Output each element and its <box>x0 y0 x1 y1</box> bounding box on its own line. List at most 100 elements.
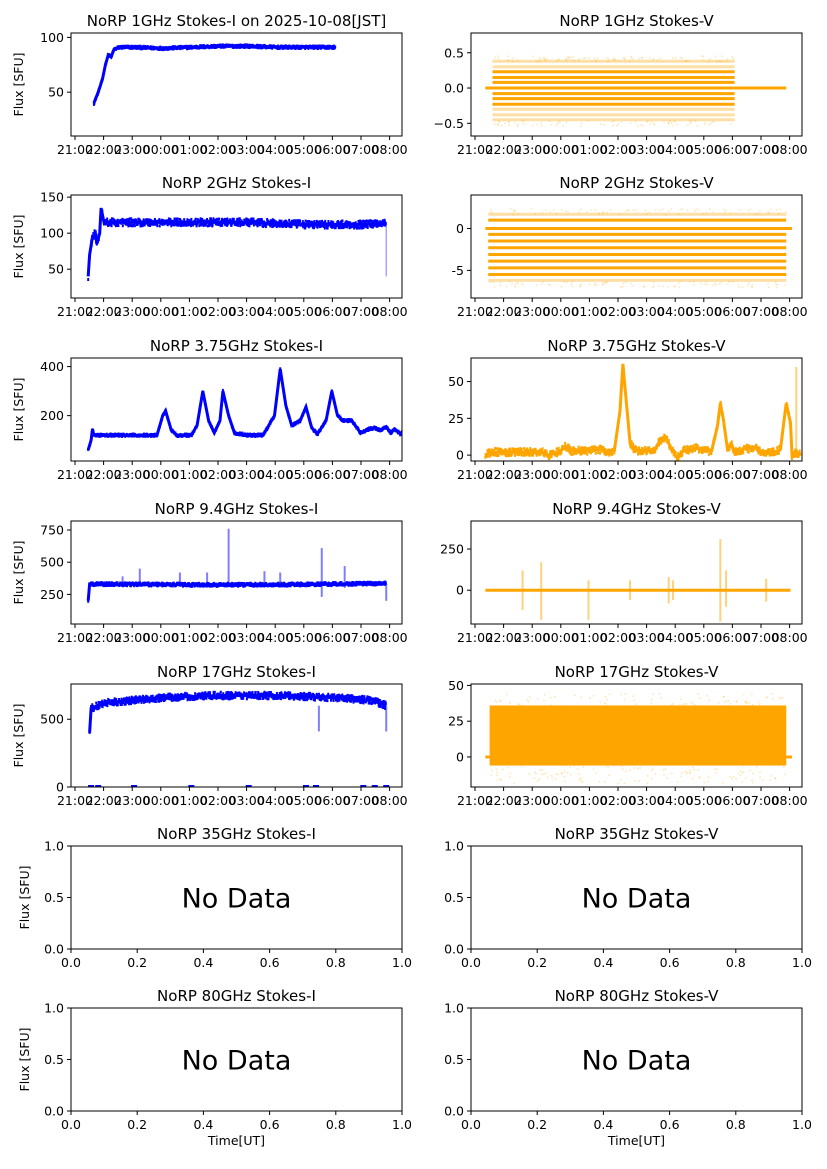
data-point <box>761 448 764 452</box>
data-point <box>579 285 581 288</box>
data-point <box>549 284 551 286</box>
x-tick-label: 01:00 <box>171 304 207 319</box>
data-point <box>156 224 159 228</box>
chart-title: NoRP 9.4GHz Stokes-I <box>155 500 319 518</box>
data-point <box>689 122 691 124</box>
data-point <box>538 56 541 59</box>
data-point <box>272 224 275 228</box>
data-point <box>191 223 194 227</box>
data-point <box>710 122 712 125</box>
data-point <box>601 212 604 214</box>
data-point <box>749 208 752 211</box>
data-point <box>318 692 321 696</box>
y-axis-label: Flux [SFU] <box>11 215 26 279</box>
data-point <box>92 708 95 712</box>
data-point <box>597 451 600 455</box>
x-tick-label: 04:00 <box>257 467 293 482</box>
data-point <box>219 224 222 228</box>
plot-area <box>88 690 390 787</box>
data-point <box>290 224 293 228</box>
plot-area <box>485 55 787 128</box>
data-point <box>266 217 269 221</box>
data-point <box>670 122 673 124</box>
data-point <box>700 282 702 284</box>
data-point <box>341 694 344 698</box>
x-tick-label: 06:00 <box>314 142 350 157</box>
data-point <box>578 211 580 213</box>
data-point <box>289 696 292 700</box>
data-point <box>767 282 769 285</box>
data-point <box>649 123 651 125</box>
x-tick-label: 00:00 <box>143 142 179 157</box>
data-point <box>580 125 582 128</box>
data-point <box>582 446 585 450</box>
data-point <box>556 452 559 456</box>
data-point <box>570 282 573 285</box>
data-point <box>732 281 734 283</box>
data-point <box>130 695 133 699</box>
data-point <box>614 58 617 61</box>
data-point <box>114 224 117 228</box>
data-point <box>672 124 674 127</box>
data-point <box>768 449 771 453</box>
chart-title: NoRP 1GHz Stokes-I on 2025-10-08[JST] <box>87 12 387 30</box>
data-point <box>314 698 317 702</box>
data-point <box>368 220 371 224</box>
data-point <box>104 703 107 707</box>
data-point <box>211 223 214 227</box>
x-tick-label: 00:00 <box>143 304 179 319</box>
data-point <box>750 285 753 288</box>
x-tick-label: 00:00 <box>543 142 579 157</box>
data-point <box>121 224 124 228</box>
data-point <box>334 698 337 702</box>
data-point <box>770 208 772 211</box>
data-point <box>517 282 519 284</box>
data-point <box>382 219 385 223</box>
data-point <box>488 454 491 458</box>
data-point <box>714 55 717 58</box>
data-point <box>284 696 287 700</box>
data-point <box>725 210 727 212</box>
data-point <box>541 211 544 214</box>
data-point <box>231 692 234 696</box>
data-point <box>209 691 212 695</box>
data-point <box>569 445 572 449</box>
data-point <box>148 218 151 222</box>
data-point <box>505 285 508 288</box>
data-point <box>517 453 520 457</box>
data-point <box>750 448 753 452</box>
data-point <box>293 220 296 224</box>
plot-area <box>86 367 402 451</box>
data-point <box>658 284 660 287</box>
data-point <box>102 222 105 226</box>
data-point <box>346 699 349 703</box>
subplot-17ghz-i: NoRP 17GHz Stokes-I21:0022:0023:0000:000… <box>11 663 408 808</box>
data-point <box>617 123 620 125</box>
data-point <box>636 125 639 127</box>
y-tick-label: 0 <box>456 583 464 598</box>
x-tick-label: 04:00 <box>257 304 293 319</box>
data-point <box>549 211 551 213</box>
data-point <box>163 222 166 226</box>
data-point <box>718 283 720 285</box>
data-point <box>565 121 568 123</box>
data-point <box>691 450 694 454</box>
data-point <box>362 219 365 223</box>
data-point <box>772 447 775 451</box>
data-point <box>299 691 302 695</box>
data-point <box>327 220 330 224</box>
data-point <box>236 217 239 221</box>
data-point <box>302 225 305 229</box>
data-point <box>586 452 589 456</box>
data-point <box>540 125 543 127</box>
data-point <box>154 222 157 226</box>
data-point <box>374 219 377 223</box>
data-point <box>703 123 706 126</box>
data-point <box>333 693 336 697</box>
data-point <box>513 453 516 457</box>
data-point <box>777 451 780 455</box>
data-point <box>555 447 558 451</box>
data-point <box>311 221 314 225</box>
data-point <box>341 219 344 223</box>
data-point <box>755 213 757 215</box>
